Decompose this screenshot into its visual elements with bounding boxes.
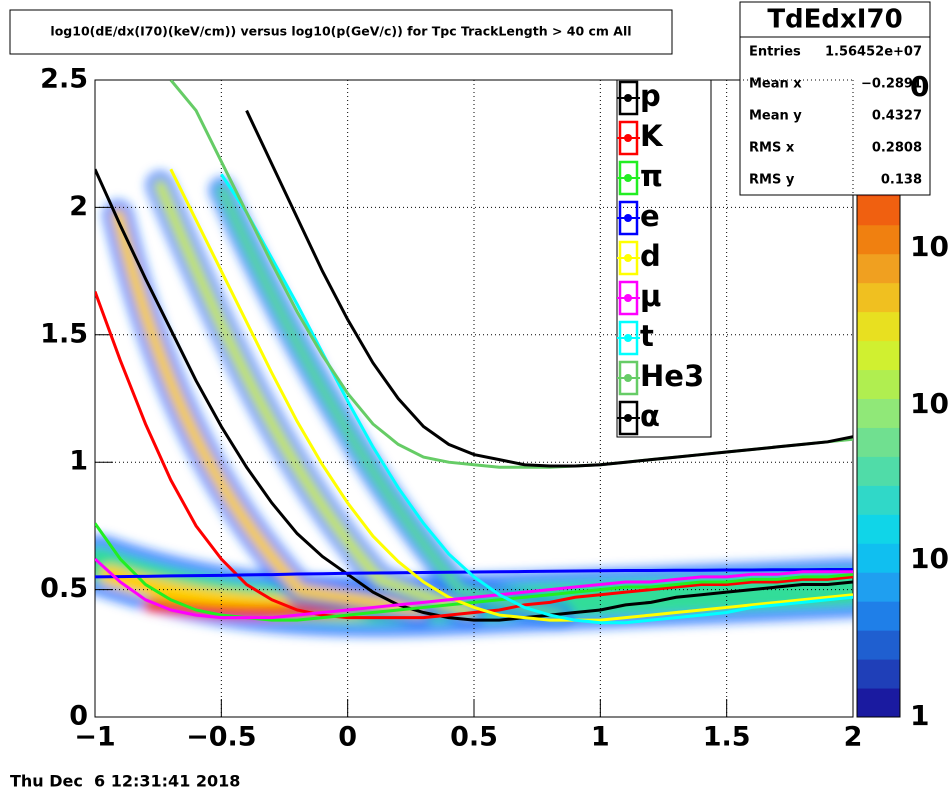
stats-box xyxy=(739,1,931,196)
stats-label: RMS x xyxy=(749,141,795,156)
y-tick-label: 1 xyxy=(69,446,88,477)
chart-title: log10(dE/dx(I70)(keV/cm)) versus log10(p… xyxy=(50,24,631,39)
colorbar-cell xyxy=(857,253,900,284)
colorbar-cell xyxy=(857,659,900,689)
legend-label: d xyxy=(640,239,661,273)
density-map xyxy=(95,171,853,637)
y-tick-label: 0 xyxy=(69,701,88,732)
colorbar-label: 10 xyxy=(910,542,949,575)
x-tick-label: 1 xyxy=(591,722,610,753)
colorbar-cell xyxy=(857,369,900,399)
legend-dot xyxy=(624,94,632,102)
colorbar-label: 10 xyxy=(910,387,949,420)
legend-dot xyxy=(624,174,632,182)
colorbar-label: 10 xyxy=(910,230,949,263)
stats-value: 0.2808 xyxy=(872,141,922,156)
colorbar-cell xyxy=(857,485,900,515)
x-tick-label: 0.5 xyxy=(450,722,498,753)
legend-label: π xyxy=(640,159,663,193)
stats-value: −0.2891 xyxy=(861,77,922,92)
x-tick-label: 2 xyxy=(844,722,863,753)
colorbar-label: 1 xyxy=(910,699,929,732)
curves xyxy=(95,80,853,625)
legend-dot xyxy=(624,294,632,302)
legend-dot xyxy=(624,374,632,382)
y-tick-label: 1.5 xyxy=(40,318,88,349)
colorbar-cell xyxy=(857,688,900,718)
footer-date: Thu Dec 6 12:31:41 2018 xyxy=(10,772,240,791)
stats-label: Entries xyxy=(749,45,801,60)
legend-dot xyxy=(624,334,632,342)
colorbar-cell xyxy=(857,514,900,544)
colorbar-cell xyxy=(857,572,900,602)
curve xyxy=(245,109,853,468)
legend-label: μ xyxy=(640,279,661,313)
curve xyxy=(169,168,853,622)
stats-title: TdEdxI70 xyxy=(767,5,902,35)
x-tick-label: 1.5 xyxy=(703,722,751,753)
x-tick-label: −0.5 xyxy=(186,722,256,753)
colorbar-cell xyxy=(857,282,900,313)
y-tick-label: 0.5 xyxy=(40,573,88,604)
curve xyxy=(95,522,853,622)
legend-dot xyxy=(624,134,632,142)
stats-value: 0.4327 xyxy=(872,109,922,124)
colorbar-cell xyxy=(857,630,900,660)
legend-dot xyxy=(624,214,632,222)
legend-label: e xyxy=(640,199,660,233)
stats-label: RMS y xyxy=(749,173,795,188)
legend-label: p xyxy=(640,79,661,113)
colorbar-label: 0 xyxy=(910,70,929,103)
colorbar-cell xyxy=(857,224,900,255)
y-tick-label: 2.5 xyxy=(40,64,88,95)
stats-label: Mean x xyxy=(749,77,802,92)
legend-label: He3 xyxy=(640,359,704,393)
colorbar-cell xyxy=(857,398,900,428)
x-tick-label: −1 xyxy=(74,722,115,753)
colorbar-cell xyxy=(857,456,900,486)
legend-label: t xyxy=(640,319,654,353)
y-tick-label: 2 xyxy=(69,191,88,222)
colorbar-cell xyxy=(857,601,900,631)
colorbar-cell xyxy=(857,427,900,457)
curve xyxy=(95,290,853,620)
curve xyxy=(95,557,853,620)
colorbar-cell xyxy=(857,311,900,342)
stats-value: 0.138 xyxy=(881,173,922,188)
title-box xyxy=(9,9,673,55)
colorbar-cell xyxy=(857,195,900,226)
legend-dot xyxy=(624,254,632,262)
colorbar-cell xyxy=(857,340,900,371)
stats-value: 1.56452e+07 xyxy=(825,45,922,60)
x-tick-label: 0 xyxy=(338,722,357,753)
legend-dot xyxy=(624,414,632,422)
curve xyxy=(95,168,853,622)
legend-label: K xyxy=(640,119,664,153)
curve xyxy=(95,567,853,579)
stats-label: Mean y xyxy=(749,109,802,124)
colorbar-cell xyxy=(857,543,900,573)
legend-label: α xyxy=(640,399,660,433)
